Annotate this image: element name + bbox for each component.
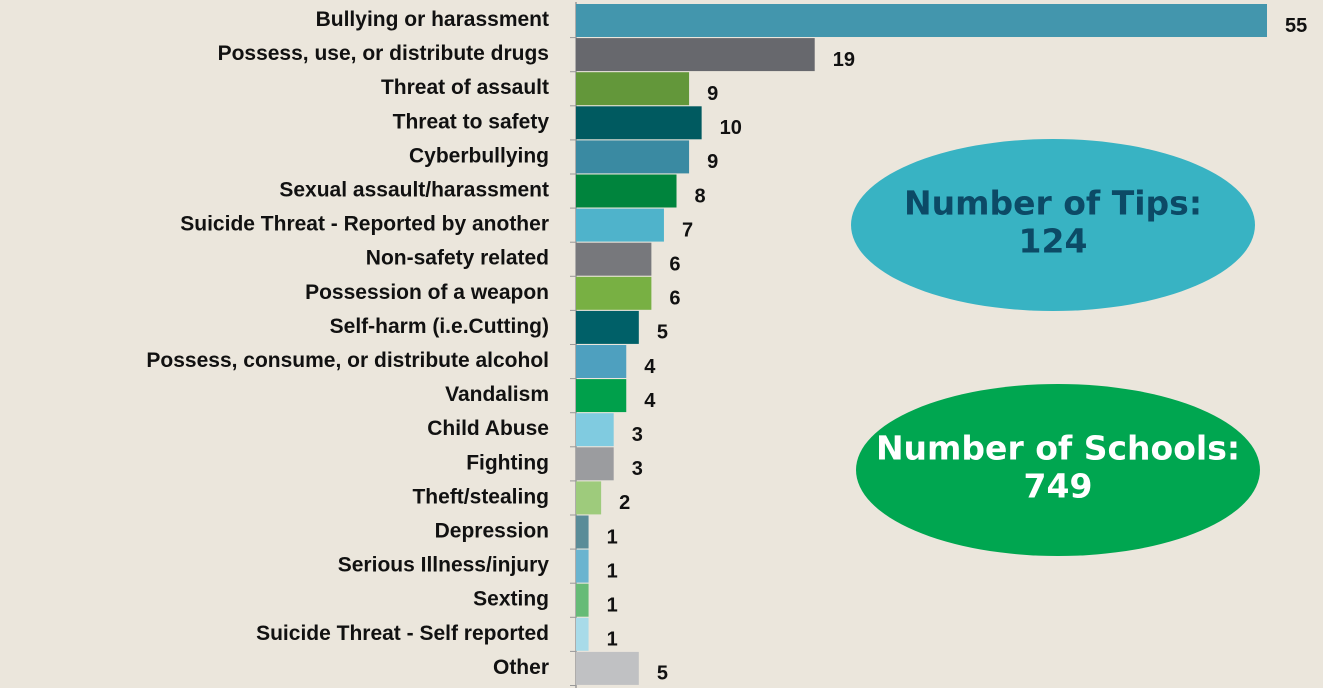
annotation-value: 124 — [1019, 222, 1088, 261]
data-label: 3 — [632, 424, 643, 446]
data-label: 5 — [657, 322, 668, 344]
category-label: Threat of assault — [381, 76, 549, 99]
bar — [576, 413, 614, 447]
data-label: 8 — [695, 185, 706, 207]
category-label: Possess, use, or distribute drugs — [218, 42, 549, 65]
bar — [576, 515, 589, 549]
category-label: Suicide Threat - Self reported — [256, 622, 549, 645]
bar — [576, 174, 677, 208]
bar — [576, 242, 652, 276]
category-label: Self-harm (i.e.Cutting) — [330, 315, 549, 338]
category-label: Possession of a weapon — [305, 281, 549, 304]
bar — [576, 617, 589, 651]
category-label: Suicide Threat - Reported by another — [180, 213, 549, 236]
bar — [576, 38, 815, 72]
data-label: 4 — [644, 356, 656, 378]
category-label: Child Abuse — [427, 417, 549, 440]
category-label: Bullying or harassment — [316, 8, 549, 31]
bar — [576, 72, 690, 106]
category-label: Non-safety related — [366, 247, 549, 270]
category-label: Vandalism — [445, 383, 549, 406]
bar — [576, 276, 652, 310]
category-label: Fighting — [466, 451, 549, 474]
data-label: 55 — [1285, 15, 1307, 37]
data-label: 9 — [707, 151, 718, 173]
data-label: 19 — [833, 49, 855, 71]
data-label: 6 — [669, 288, 680, 310]
data-label: 3 — [632, 458, 643, 480]
data-label: 1 — [607, 629, 618, 651]
category-label: Cyberbullying — [409, 144, 549, 167]
data-label: 6 — [669, 253, 680, 275]
data-label: 10 — [720, 117, 742, 139]
category-label: Theft/stealing — [412, 485, 549, 508]
data-label: 1 — [607, 560, 618, 582]
bar — [576, 583, 589, 617]
bar — [576, 106, 702, 140]
annotation-label: Number of Schools: — [876, 429, 1240, 468]
bar — [576, 481, 602, 515]
data-label: 7 — [682, 219, 693, 241]
data-label: 9 — [707, 83, 718, 105]
data-label: 2 — [619, 492, 630, 514]
bar — [576, 549, 589, 583]
bar — [576, 345, 627, 378]
category-label: Serious Illness/injury — [338, 554, 550, 577]
bar — [576, 651, 639, 685]
category-label: Sexting — [473, 588, 549, 611]
category-label: Possess, consume, or distribute alcohol — [146, 349, 549, 372]
bar — [576, 310, 639, 344]
bar — [576, 140, 690, 174]
data-label: 5 — [657, 663, 668, 685]
category-label: Threat to safety — [393, 110, 550, 133]
bar — [576, 447, 614, 481]
data-label: 4 — [644, 390, 656, 412]
bar — [576, 208, 664, 242]
annotation-label: Number of Tips: — [904, 184, 1202, 223]
bar — [576, 379, 627, 413]
category-label: Depression — [435, 520, 549, 543]
annotation-bubble — [856, 384, 1260, 556]
category-label: Sexual assault/harassment — [279, 179, 549, 202]
data-label: 1 — [607, 526, 618, 548]
annotation-value: 749 — [1024, 467, 1093, 506]
bar — [576, 4, 1267, 37]
data-label: 1 — [607, 594, 618, 616]
category-label: Other — [493, 656, 549, 679]
annotation-bubble — [851, 139, 1255, 311]
